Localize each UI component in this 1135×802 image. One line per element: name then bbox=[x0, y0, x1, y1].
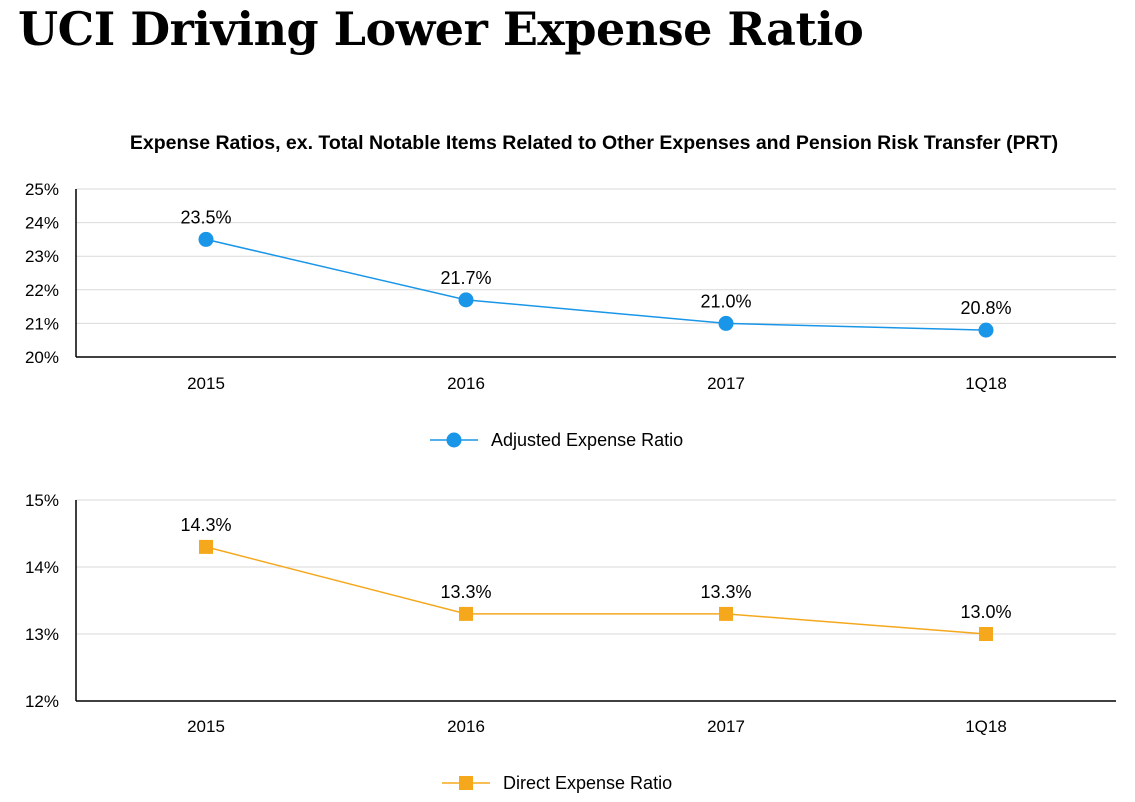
legend-label: Direct Expense Ratio bbox=[503, 773, 672, 793]
data-point bbox=[978, 322, 994, 338]
legend-marker bbox=[446, 432, 462, 448]
y-tick-label: 23% bbox=[25, 247, 59, 266]
x-tick-label: 2015 bbox=[187, 717, 225, 736]
x-tick-label: 2017 bbox=[707, 374, 745, 393]
chart-subtitle: Expense Ratios, ex. Total Notable Items … bbox=[129, 132, 1059, 154]
x-tick-label: 1Q18 bbox=[965, 374, 1007, 393]
y-tick-label: 12% bbox=[25, 692, 59, 711]
page-title: UCI Driving Lower Expense Ratio bbox=[18, 2, 864, 56]
x-tick-label: 1Q18 bbox=[965, 717, 1007, 736]
series-line bbox=[205, 238, 987, 331]
y-tick-label: 15% bbox=[25, 491, 59, 510]
data-label: 13.0% bbox=[960, 602, 1011, 622]
data-label: 23.5% bbox=[180, 207, 231, 227]
adjusted-expense-ratio-chart: 20% 21% 22% 23% 24% 25% 2015 2016 2017 1Q18 23.5% 2… bbox=[25, 180, 1116, 450]
data-point bbox=[199, 539, 213, 554]
data-label: 13.3% bbox=[700, 582, 751, 602]
data-point bbox=[719, 606, 733, 621]
data-point bbox=[459, 606, 473, 621]
y-tick-label: 22% bbox=[25, 281, 59, 300]
x-tick-label: 2017 bbox=[707, 717, 745, 736]
legend-marker bbox=[459, 776, 473, 790]
y-tick-label: 14% bbox=[25, 558, 59, 577]
x-tick-label: 2016 bbox=[447, 717, 485, 736]
data-label: 21.0% bbox=[700, 291, 751, 311]
legend-label: Adjusted Expense Ratio bbox=[491, 430, 683, 450]
y-tick-label: 20% bbox=[25, 348, 59, 367]
data-label: 20.8% bbox=[960, 298, 1011, 318]
y-tick-label: 13% bbox=[25, 625, 59, 644]
x-tick-label: 2015 bbox=[187, 374, 225, 393]
data-label: 13.3% bbox=[440, 582, 491, 602]
y-tick-label: 24% bbox=[25, 214, 59, 233]
data-point bbox=[458, 292, 474, 308]
y-tick-label: 25% bbox=[25, 180, 59, 199]
data-label: 21.7% bbox=[440, 268, 491, 288]
data-point bbox=[718, 315, 734, 331]
x-tick-label: 2016 bbox=[447, 374, 485, 393]
data-point bbox=[198, 231, 214, 247]
data-point bbox=[979, 627, 993, 641]
data-label: 14.3% bbox=[180, 515, 231, 535]
y-tick-label: 21% bbox=[25, 314, 59, 333]
series-line bbox=[205, 546, 987, 635]
